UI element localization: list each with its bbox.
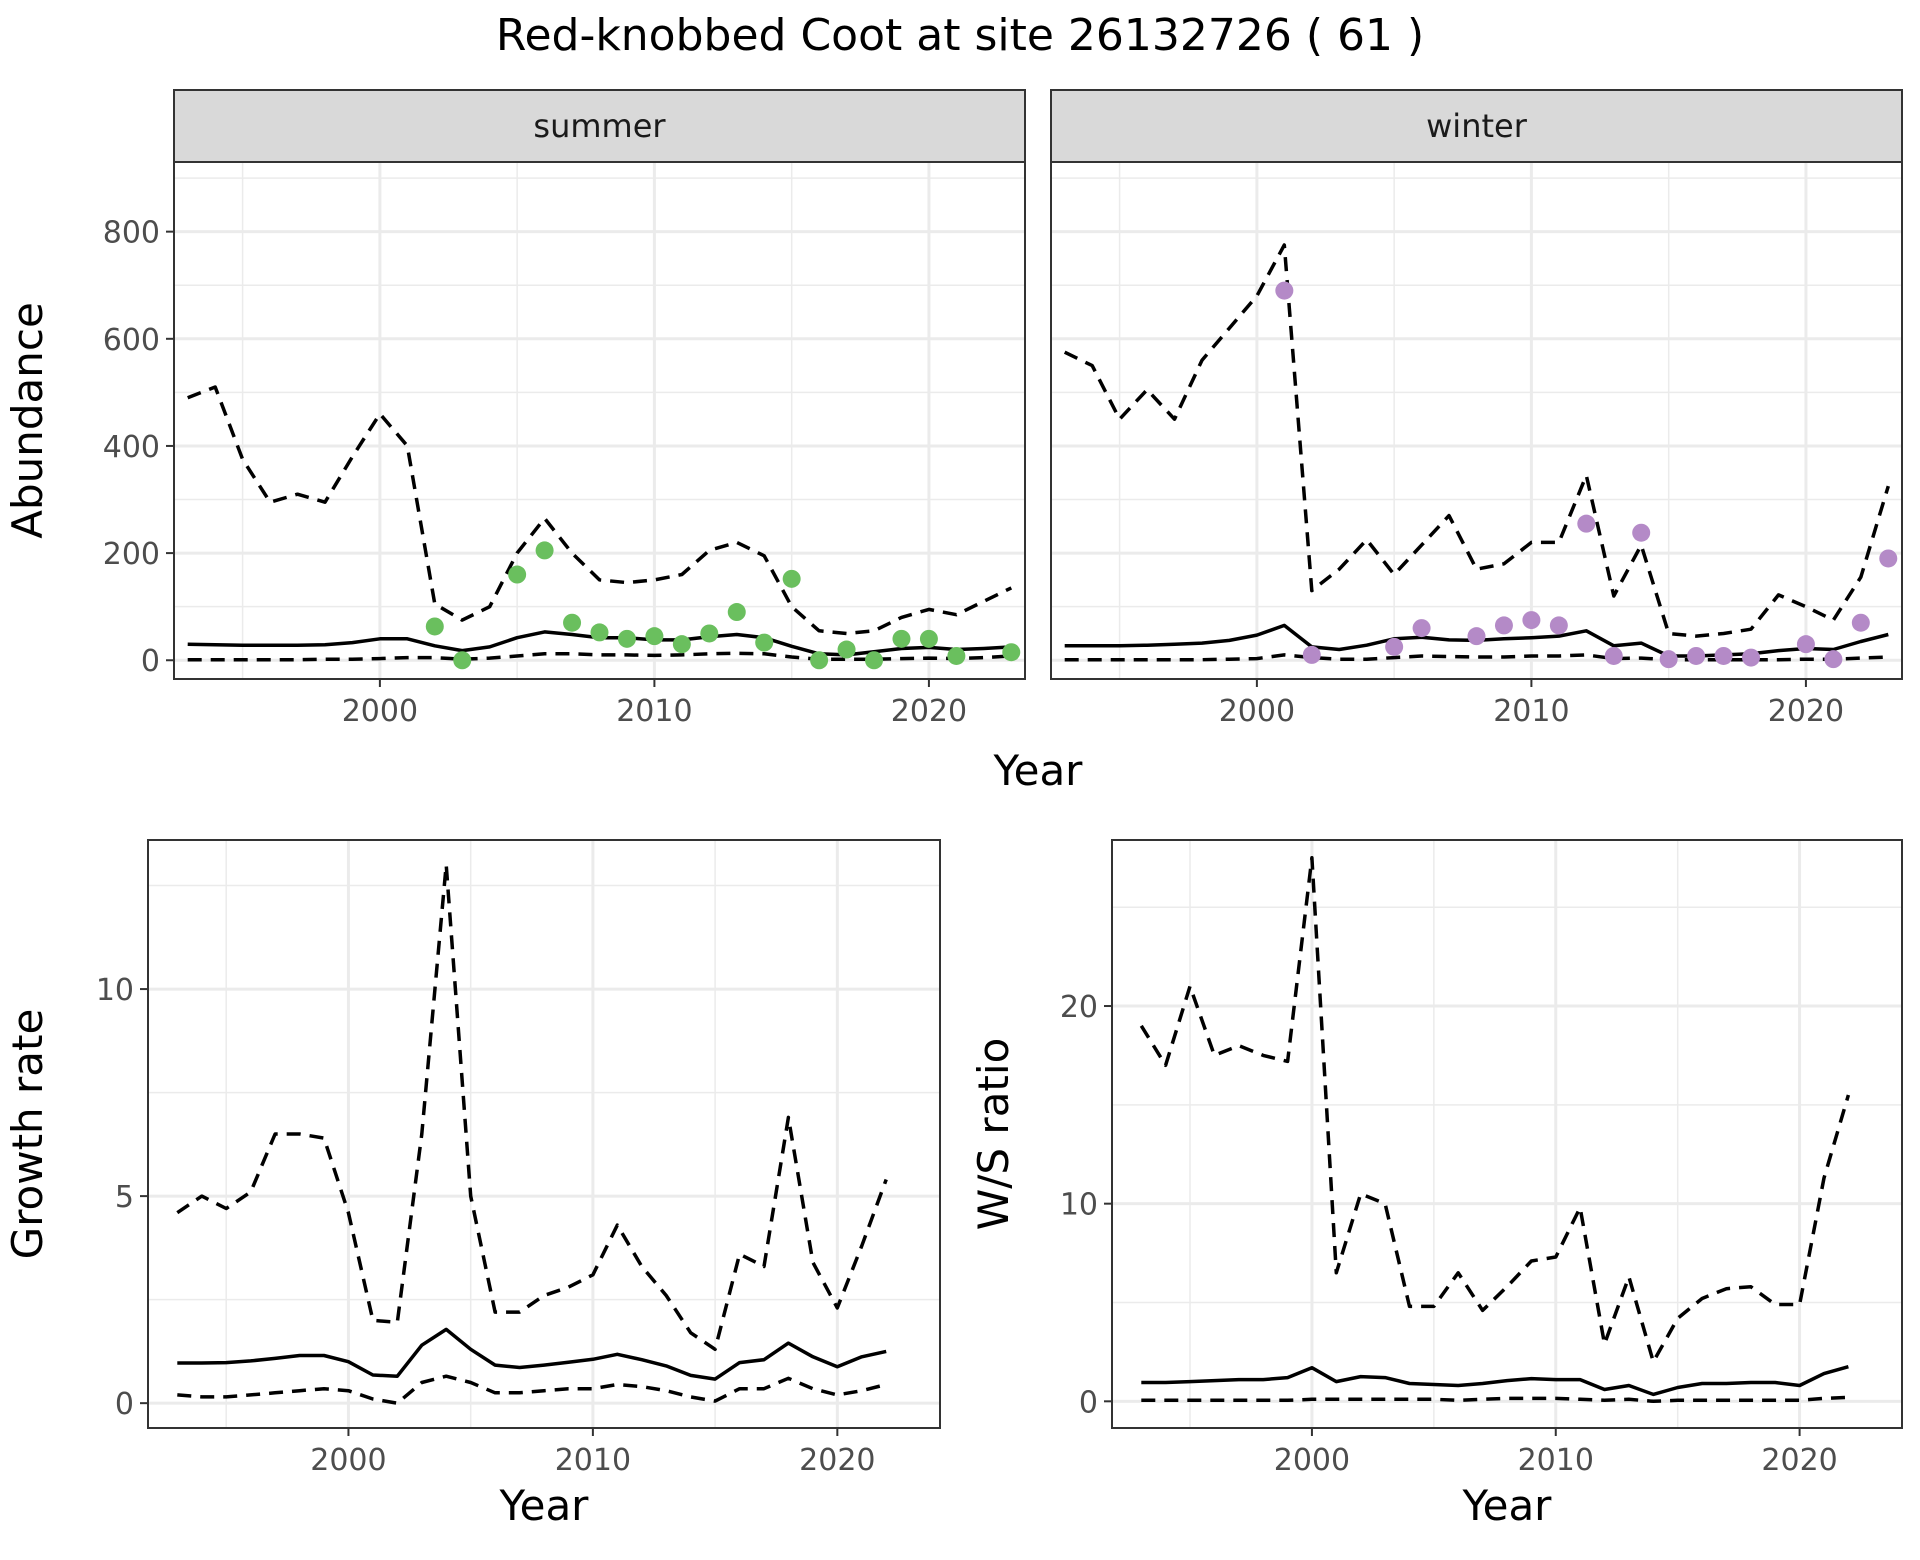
- observed-count-point: [1742, 648, 1761, 667]
- observed-count-point: [1275, 281, 1294, 300]
- y-tick-label: 10: [96, 973, 134, 1008]
- series-lower-ci-line: [187, 651, 1012, 662]
- panel-border: [147, 839, 941, 1429]
- panel-border: [1111, 839, 1903, 1429]
- observed-count-point: [1604, 646, 1623, 665]
- observed-count-point: [563, 613, 582, 632]
- y-axis-title: Abundance: [3, 302, 52, 539]
- x-tick-label: 2020: [1761, 1443, 1837, 1478]
- x-tick-label: 2000: [1219, 694, 1295, 729]
- facet-strip: [1050, 89, 1903, 163]
- x-axis-title: Year: [1462, 1481, 1553, 1530]
- panel-growth-rate: 2000 2010 2020 0 5 10 Growth rate Year: [3, 839, 941, 1530]
- chart-title: Red-knobbed Coot at site 26132726 ( 61 ): [496, 10, 1424, 61]
- series-mean-line: [1141, 1365, 1849, 1397]
- observed-count-point: [1467, 627, 1486, 646]
- x-tick-label: 2000: [342, 694, 418, 729]
- series-upper-ci-line: [1139, 856, 1851, 1364]
- observed-count-point: [755, 633, 774, 652]
- facet-strip-label: winter: [1426, 107, 1528, 145]
- y-tick-label: 800: [103, 216, 160, 251]
- x-tick-label: 2020: [891, 694, 967, 729]
- facet-strip: [173, 89, 1026, 163]
- y-tick-label: 400: [103, 430, 160, 465]
- x-tick-label: 2010: [616, 694, 692, 729]
- panel-summer-abundance: summer 2000 2010 2020 0 200 400 600 800 Abundance: [3, 89, 1026, 729]
- y-tick-label: 200: [103, 537, 160, 572]
- observed-count-point: [1851, 613, 1870, 632]
- panel-border: [173, 161, 1026, 680]
- observed-count-point: [700, 624, 719, 643]
- observed-count-point: [892, 629, 911, 648]
- observed-count-point: [782, 569, 801, 588]
- observed-count-point: [1385, 637, 1404, 656]
- x-tick-label: 2010: [555, 1443, 631, 1478]
- x-axis-title-top-row: Year: [993, 746, 1084, 795]
- panel-ws-ratio: 2000 2010 2020 0 10 20 W/S ratio Year: [969, 839, 1903, 1530]
- y-tick-label: 0: [141, 644, 160, 679]
- observed-count-point: [1632, 523, 1651, 542]
- series-upper-ci-line: [176, 863, 888, 1352]
- y-tick-label: 0: [1079, 1385, 1098, 1420]
- observed-count-point: [1687, 646, 1706, 665]
- observed-count-point: [1302, 645, 1321, 664]
- observed-count-point: [508, 565, 527, 584]
- observed-count-point: [645, 627, 664, 646]
- observed-count-point: [672, 635, 691, 654]
- observed-count-point: [865, 651, 884, 670]
- observed-count-point: [810, 651, 829, 670]
- series-lower-ci-line: [1141, 1395, 1849, 1404]
- observed-count-point: [1879, 549, 1898, 568]
- observed-count-point: [453, 651, 472, 670]
- observed-count-point: [1522, 611, 1541, 630]
- observed-count-point: [590, 623, 609, 642]
- observed-count-point: [1002, 643, 1021, 662]
- y-tick-label: 20: [1060, 990, 1098, 1025]
- observed-count-point: [1824, 650, 1843, 669]
- x-axis-title: Year: [499, 1481, 590, 1530]
- x-tick-label: 2020: [799, 1443, 875, 1478]
- observed-count-point: [1494, 616, 1513, 635]
- series-upper-ci-line: [1063, 243, 1890, 638]
- y-tick-label: 10: [1060, 1188, 1098, 1223]
- x-tick-label: 2000: [310, 1443, 386, 1478]
- observed-count-point: [1796, 635, 1815, 654]
- y-axis-title: W/S ratio: [969, 1038, 1018, 1231]
- y-axis-title: Growth rate: [3, 1009, 52, 1260]
- series-upper-ci-line: [187, 385, 1013, 636]
- observed-count-point: [1714, 646, 1733, 665]
- observed-count-point: [947, 646, 966, 665]
- x-tick-label: 2000: [1274, 1443, 1350, 1478]
- y-tick-label: 0: [115, 1387, 134, 1422]
- series-lower-ci-line: [177, 1374, 887, 1405]
- observed-count-point: [535, 541, 554, 560]
- y-tick-label: 5: [115, 1180, 134, 1215]
- x-tick-label: 2010: [1518, 1443, 1594, 1478]
- observed-count-point: [617, 629, 636, 648]
- panel-winter-abundance: winter 2000 2010 2020: [1050, 89, 1903, 729]
- x-tick-label: 2020: [1768, 694, 1844, 729]
- observed-count-point: [727, 603, 746, 622]
- series-mean-line: [177, 1327, 887, 1381]
- observed-count-point: [1659, 650, 1678, 669]
- x-tick-label: 2010: [1493, 694, 1569, 729]
- observed-count-point: [919, 629, 938, 648]
- facet-strip-label: summer: [533, 107, 666, 145]
- observed-count-point: [425, 617, 444, 636]
- observed-count-point: [837, 640, 856, 659]
- observed-count-point: [1549, 616, 1568, 635]
- observed-count-point: [1412, 619, 1431, 638]
- observed-count-point: [1577, 514, 1596, 533]
- y-tick-label: 600: [103, 323, 160, 358]
